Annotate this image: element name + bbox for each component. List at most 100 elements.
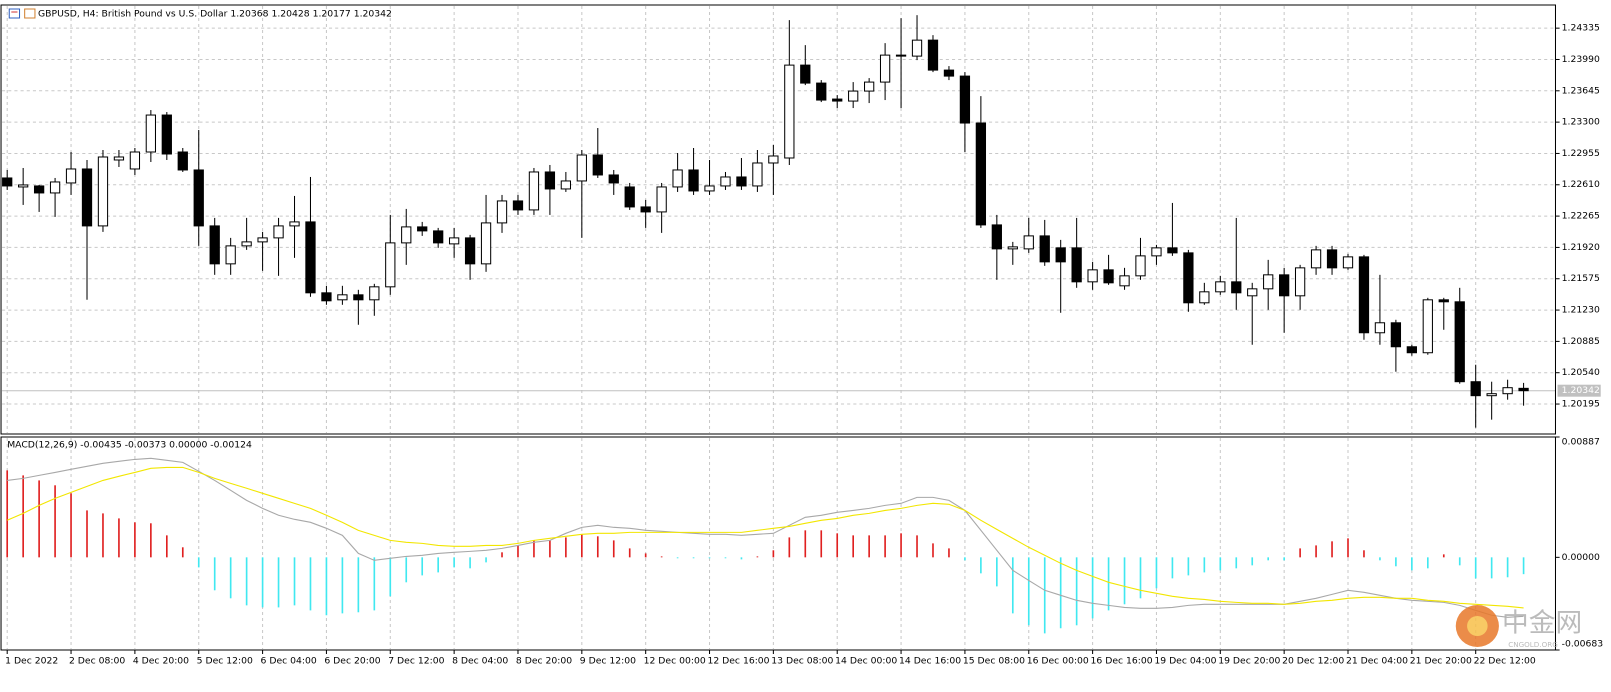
candle-body xyxy=(800,64,811,84)
indicator-line xyxy=(6,466,1524,609)
y-tick-label: 1.21230 xyxy=(1562,306,1600,316)
x-tick-label: 21 Dec 20:00 xyxy=(1410,657,1472,667)
y-tick-label: 1.21575 xyxy=(1562,274,1600,284)
candle-body xyxy=(1023,235,1034,250)
candle-body xyxy=(768,155,779,164)
x-tick-label: 5 Dec 12:00 xyxy=(197,657,253,667)
candle-body xyxy=(448,237,460,245)
candle-body xyxy=(1406,346,1417,354)
candle-body xyxy=(1199,291,1210,304)
candle-body xyxy=(385,242,396,288)
candle-body xyxy=(592,154,603,176)
candle-body xyxy=(97,156,109,227)
y-tick-label: 1.20195 xyxy=(1562,400,1600,410)
candle-body xyxy=(528,171,540,211)
y-tick-label: 0.00000 xyxy=(1562,553,1600,563)
candle-body xyxy=(1087,269,1098,283)
indicator-line xyxy=(7,457,1524,618)
candle-body xyxy=(704,185,715,192)
candle-body xyxy=(895,54,907,57)
candle-body xyxy=(1263,274,1274,290)
candle-body xyxy=(752,162,763,187)
x-tick-label: 13 Dec 08:00 xyxy=(771,657,833,667)
candle-body xyxy=(49,181,61,194)
candle-body xyxy=(1422,299,1433,354)
candle-body xyxy=(1470,381,1481,397)
candle-body xyxy=(1007,246,1018,250)
y-tick-label: 1.22955 xyxy=(1562,149,1600,159)
candle-body xyxy=(1518,387,1529,392)
candle-body xyxy=(1310,249,1322,269)
candle-body xyxy=(544,171,556,190)
candle-body xyxy=(848,90,859,102)
y-tick-label: 1.21920 xyxy=(1562,243,1600,253)
watermark-name: 中金网 xyxy=(1502,609,1582,639)
candle-body xyxy=(1135,255,1146,277)
candle-body xyxy=(656,186,667,213)
candle-body xyxy=(879,54,891,83)
price-label-box xyxy=(1557,384,1601,397)
x-tick-label: 19 Dec 20:00 xyxy=(1218,657,1280,667)
x-tick-label: 14 Dec 00:00 xyxy=(835,657,897,667)
x-tick-label: 7 Dec 12:00 xyxy=(388,657,444,667)
y-tick-label: 1.20885 xyxy=(1562,337,1600,347)
candle-body xyxy=(65,168,77,184)
candle-body xyxy=(273,225,284,239)
y-tick-label: -0.00683 xyxy=(1562,640,1604,650)
candle-body xyxy=(1502,387,1513,395)
candle-body xyxy=(975,122,987,226)
chart-title: GBPUSD, H4: British Pound vs U.S. Dollar… xyxy=(38,10,392,20)
indicator-title: MACD(12,26,9) -0.00435 -0.00373 0.00000 … xyxy=(7,441,252,451)
candle-body xyxy=(1151,247,1162,257)
candle-body xyxy=(305,221,316,294)
x-tick-label: 2 Dec 08:00 xyxy=(69,657,125,667)
candle-body xyxy=(1231,281,1242,294)
x-tick-label: 1 Dec 2022 xyxy=(5,657,58,667)
candle-body xyxy=(1183,252,1194,304)
watermark: 中金网 CNGOLD.ORG xyxy=(1455,605,1582,649)
candle-body xyxy=(1454,301,1465,383)
x-tick-label: 14 Dec 16:00 xyxy=(899,657,961,667)
y-tick-label: 1.23645 xyxy=(1562,86,1600,96)
y-tick-label: 1.23300 xyxy=(1562,118,1600,128)
candle-body xyxy=(480,222,492,265)
candle-body xyxy=(832,98,843,102)
x-tick-label: 19 Dec 04:00 xyxy=(1154,657,1216,667)
candle-body xyxy=(161,114,172,155)
icon-window xyxy=(8,8,21,19)
x-tick-label: 4 Dec 20:00 xyxy=(133,657,189,667)
candle-body xyxy=(1374,322,1386,334)
y-tick-label: 1.22265 xyxy=(1562,212,1600,222)
candle-body xyxy=(225,245,236,265)
candle-body xyxy=(209,225,220,265)
candle-body xyxy=(433,230,444,244)
candle-body xyxy=(289,221,300,227)
x-tick-label: 20 Dec 12:00 xyxy=(1282,657,1344,667)
candle-body xyxy=(1279,274,1290,297)
candle-body xyxy=(640,206,651,213)
symbol-icon xyxy=(8,8,36,19)
x-tick-label: 15 Dec 08:00 xyxy=(963,657,1025,667)
candle-body xyxy=(1167,247,1178,254)
candle-body xyxy=(576,154,587,182)
candle-body xyxy=(1326,249,1338,269)
candle-body xyxy=(736,176,747,187)
candle-body xyxy=(816,82,827,101)
y-tick-label: 0.00887 xyxy=(1562,438,1600,448)
watermark-logo-inner xyxy=(1467,616,1488,636)
main-panel-frame xyxy=(0,4,1556,435)
candle-body xyxy=(560,180,572,190)
candle-body xyxy=(959,75,971,124)
candle-body xyxy=(864,81,875,92)
candle-body xyxy=(624,186,635,208)
candle-body xyxy=(417,226,428,232)
candle-body xyxy=(2,177,13,187)
candle-body xyxy=(672,169,683,188)
x-tick-label: 22 Dec 12:00 xyxy=(1474,657,1536,667)
candle-body xyxy=(608,174,619,184)
candle-body xyxy=(33,185,45,194)
candle-body xyxy=(784,64,795,159)
candle-body xyxy=(353,294,364,301)
